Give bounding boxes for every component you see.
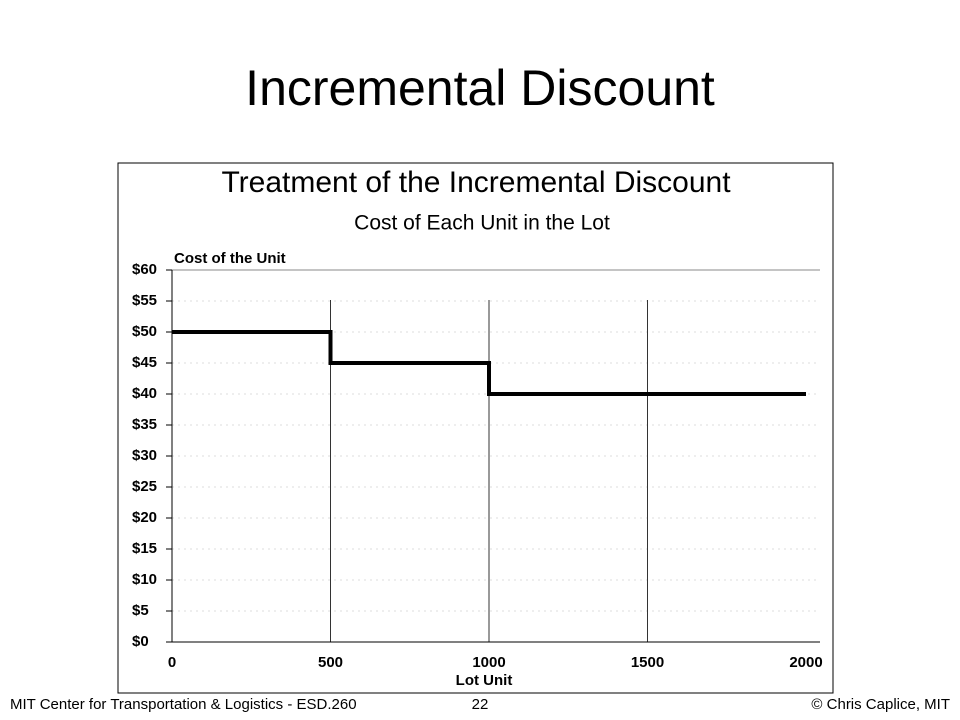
slide-title: Incremental Discount: [245, 60, 715, 116]
y-axis-label: Cost of the Unit: [174, 250, 286, 267]
x-tick-label: 1000: [472, 654, 505, 671]
y-tick-label: $35: [132, 416, 157, 433]
y-tick-label: $0: [132, 633, 149, 650]
footer-left: MIT Center for Transportation & Logistic…: [10, 696, 357, 713]
y-tick-label: $10: [132, 571, 157, 588]
y-tick-label: $15: [132, 540, 157, 557]
footer-right: © Chris Caplice, MIT: [811, 696, 950, 713]
step-line: [172, 330, 806, 396]
x-axis-label: Lot Unit: [456, 672, 513, 689]
y-tick-label: $40: [132, 385, 157, 402]
chart-frame: [117, 162, 834, 694]
y-tick-label: $60: [132, 261, 157, 278]
page-number: 22: [472, 696, 489, 713]
y-tick-label: $55: [132, 292, 157, 309]
x-tick-label: 500: [318, 654, 343, 671]
chart-subtitle: Cost of Each Unit in the Lot: [354, 212, 610, 235]
y-tick-label: $30: [132, 447, 157, 464]
x-tick-label: 1500: [631, 654, 664, 671]
y-tick-label: $50: [132, 323, 157, 340]
x-tick-label: 2000: [789, 654, 822, 671]
chart-title: Treatment of the Incremental Discount: [221, 166, 731, 199]
x-tick-label: 0: [168, 654, 176, 671]
y-tick-label: $5: [132, 602, 149, 619]
y-tick-label: $45: [132, 354, 157, 371]
y-tick-label: $25: [132, 478, 157, 495]
y-tick-label: $20: [132, 509, 157, 526]
